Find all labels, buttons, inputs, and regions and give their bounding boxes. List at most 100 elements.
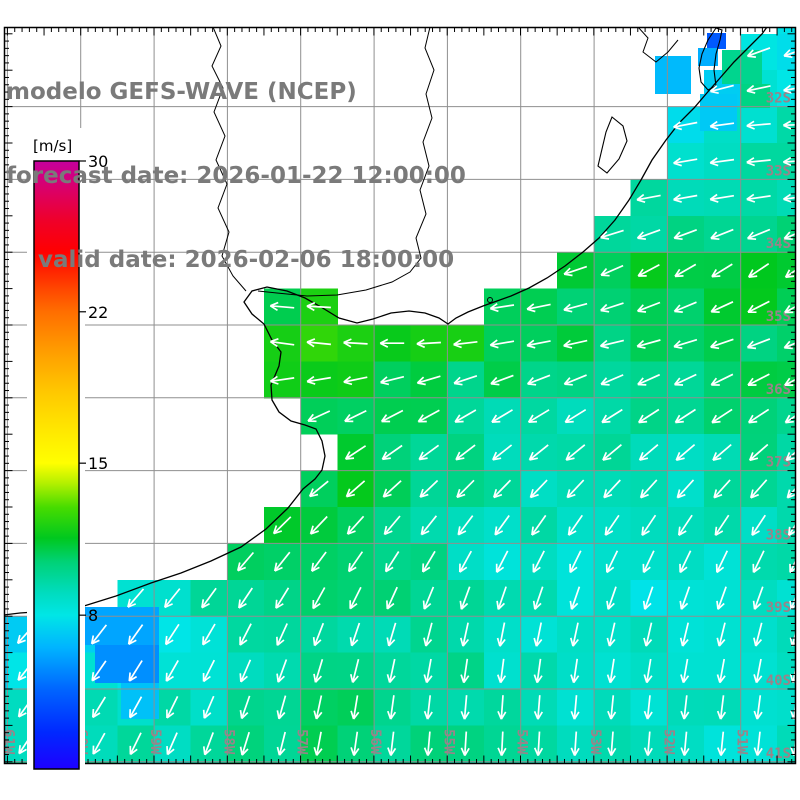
wave-direction-arrow xyxy=(564,408,587,424)
wave-direction-arrow xyxy=(381,444,403,461)
wave-direction-arrow xyxy=(492,479,512,499)
wave-direction-arrow xyxy=(712,443,732,462)
wave-direction-arrow xyxy=(716,658,726,684)
wave-direction-arrow xyxy=(680,658,690,684)
speed-patch xyxy=(95,645,159,683)
wave-direction-arrow xyxy=(673,338,698,350)
wave-direction-arrow xyxy=(716,695,727,720)
wave-direction-arrow xyxy=(753,731,763,756)
wave-direction-arrow xyxy=(312,587,326,610)
colorbar-tick-label: 15 xyxy=(88,454,108,473)
wave-direction-arrow xyxy=(711,408,733,424)
wave-direction-arrow xyxy=(563,265,588,277)
wave-direction-arrow xyxy=(460,658,470,684)
wave-direction-arrow xyxy=(710,301,734,313)
wave-direction-arrow xyxy=(603,479,621,499)
wave-direction-arrow xyxy=(751,514,767,536)
latitude-label: 35S xyxy=(766,309,791,325)
longitude-label: 56W xyxy=(367,729,383,755)
sea-cell xyxy=(4,725,8,763)
wave-direction-arrow xyxy=(747,262,770,278)
wave-direction-arrow xyxy=(674,263,697,278)
sea-cell xyxy=(777,215,796,253)
wave-direction-arrow xyxy=(709,193,735,203)
wave-direction-arrow xyxy=(563,339,588,349)
wave-direction-arrow xyxy=(269,337,295,348)
wave-direction-arrow xyxy=(423,622,433,647)
wave-direction-arrow xyxy=(636,193,661,204)
wave-direction-arrow xyxy=(643,658,653,684)
wave-direction-arrow xyxy=(386,695,397,720)
wave-direction-arrow xyxy=(383,515,401,536)
map-frame xyxy=(3,26,797,765)
wave-direction-arrow xyxy=(460,731,470,757)
latitude-label: 34S xyxy=(766,236,791,252)
sea-cell xyxy=(300,761,338,764)
wave-direction-arrow xyxy=(275,587,290,609)
wave-direction-arrow xyxy=(526,303,551,313)
sea-cell xyxy=(4,689,8,726)
wave-direction-arrow xyxy=(714,514,730,536)
wave-direction-arrow xyxy=(346,515,365,535)
wave-direction-arrow xyxy=(642,586,654,610)
wave-direction-arrow xyxy=(709,157,735,167)
wave-direction-arrow xyxy=(166,732,178,756)
wave-direction-arrow xyxy=(423,695,433,720)
wave-direction-arrow xyxy=(489,339,515,349)
wave-direction-arrow xyxy=(673,229,697,241)
sea-cell xyxy=(190,761,228,764)
sea-cell xyxy=(777,725,796,763)
wave-direction-arrow xyxy=(343,376,368,386)
wave-direction-arrow xyxy=(602,444,622,461)
wave-direction-arrow xyxy=(599,339,624,349)
wave-direction-arrow xyxy=(526,339,551,349)
sea-cell xyxy=(4,761,8,764)
wave-direction-arrow xyxy=(458,550,473,573)
wave-direction-arrow xyxy=(746,84,771,94)
wave-direction-arrow xyxy=(380,409,404,423)
latitude-label: 40S xyxy=(766,673,791,689)
wave-direction-arrow xyxy=(91,696,107,719)
wave-direction-arrow xyxy=(533,658,543,684)
sea-cell xyxy=(7,761,45,764)
wave-direction-arrow xyxy=(606,586,617,610)
colorbar-unit-label: [m/s] xyxy=(33,137,72,155)
wave-direction-arrow xyxy=(312,622,325,647)
wave-direction-arrow xyxy=(350,695,360,720)
wave-direction-arrow xyxy=(164,623,180,646)
wave-direction-arrow xyxy=(604,514,620,536)
wave-direction-arrow xyxy=(239,659,252,683)
wave-direction-arrow xyxy=(419,479,439,498)
wave-direction-arrow xyxy=(276,731,287,756)
wave-direction-arrow xyxy=(527,409,550,424)
wave-direction-arrow xyxy=(605,550,619,574)
wave-direction-arrow xyxy=(567,514,583,536)
sea-cell xyxy=(630,761,668,764)
wave-direction-arrow xyxy=(459,622,470,647)
wave-direction-arrow xyxy=(531,514,547,536)
wave-direction-arrow xyxy=(387,731,397,756)
wave-direction-arrow xyxy=(637,408,660,424)
longitude-label: 52W xyxy=(660,729,676,755)
wave-direction-arrow xyxy=(532,586,544,610)
wave-direction-arrow xyxy=(716,622,726,647)
wave-direction-arrow xyxy=(680,695,690,720)
wave-direction-arrow xyxy=(636,301,661,313)
wave-direction-arrow xyxy=(269,375,295,385)
sea-cell xyxy=(520,761,558,764)
wave-direction-arrow xyxy=(343,338,368,348)
colorbar-scale xyxy=(33,160,80,770)
wave-direction-arrow xyxy=(129,732,142,756)
wave-direction-arrow xyxy=(310,551,327,572)
longitude-label: 53W xyxy=(587,729,603,755)
wave-direction-arrow xyxy=(349,658,360,683)
speed-patch xyxy=(740,84,770,108)
sea-cell xyxy=(777,616,796,654)
wave-direction-arrow xyxy=(746,338,771,350)
wave-direction-arrow xyxy=(418,444,440,461)
wave-direction-arrow xyxy=(416,338,441,349)
wave-direction-arrow xyxy=(747,300,770,314)
sea-cell xyxy=(777,252,796,290)
sea-cell xyxy=(777,652,796,690)
